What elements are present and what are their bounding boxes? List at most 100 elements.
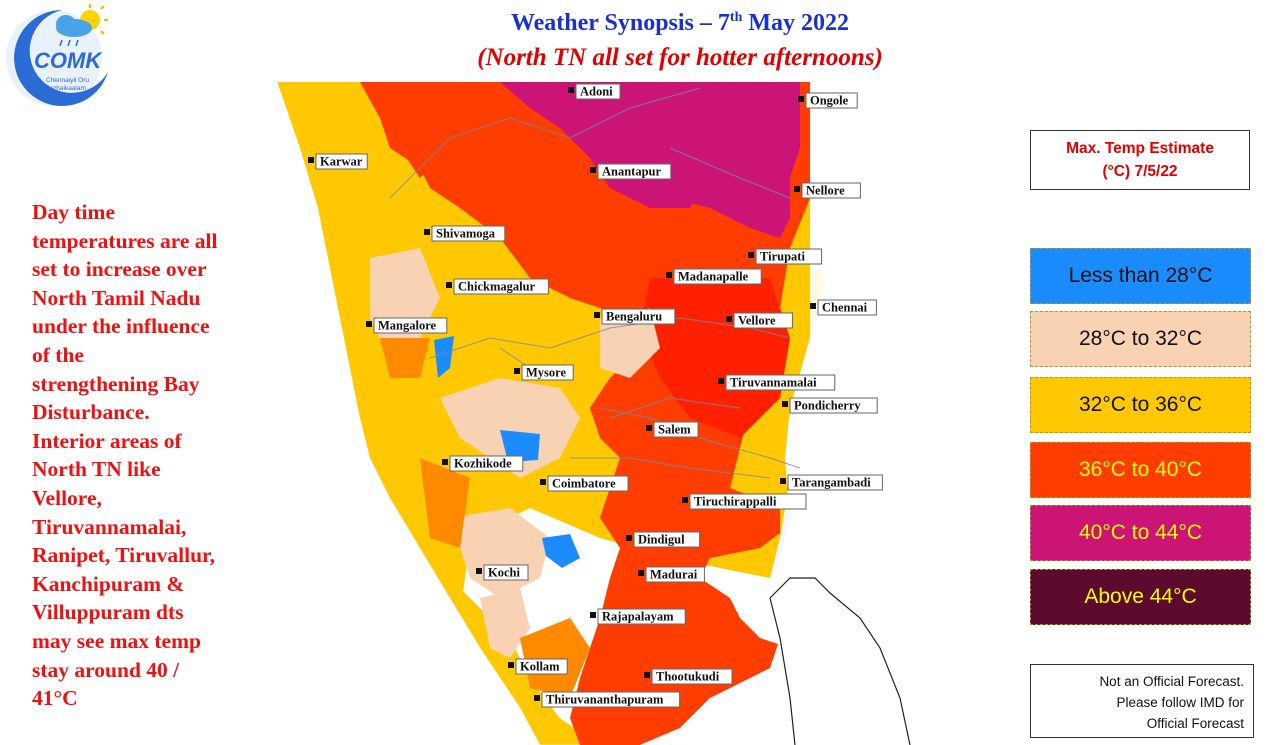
city-label: Madanapalle (678, 270, 749, 284)
city-dot (638, 570, 644, 576)
city-dot (442, 459, 448, 465)
city-label: Mangalore (378, 319, 437, 333)
disclaimer-line1: Not an Official Forecast. (1099, 674, 1244, 689)
legend-item: 28°C to 32°C (1030, 311, 1251, 367)
city-label: Kozhikode (454, 457, 512, 471)
city-marker: Thiruvananthapuram (534, 691, 681, 708)
city-label: Tiruvannamalai (730, 376, 817, 390)
city-label-box (483, 564, 529, 581)
synopsis-line: North Tamil Nadu (32, 285, 201, 310)
city-marker: Adoni (568, 83, 621, 100)
city-label-box (449, 455, 524, 472)
legend-item: 40°C to 44°C (1030, 505, 1251, 561)
city-label-box (541, 691, 681, 708)
city-label-box (689, 493, 807, 510)
city-marker: Madanapalle (666, 268, 762, 285)
city-marker: Kollam (508, 658, 568, 675)
city-dot (366, 321, 372, 327)
city-dot (446, 282, 452, 288)
city-marker: Pondicherry (782, 397, 878, 414)
logo-text: COMK (34, 48, 103, 73)
region-below-28 (434, 336, 454, 378)
city-marker: Karwar (308, 153, 368, 170)
city-label-box (733, 312, 793, 329)
temperature-map: Adoni Ongole Karwar Anantapur Nellore Shivamo… (270, 78, 950, 745)
city-marker: Ongole (798, 92, 858, 109)
city-marker: Bengaluru (594, 308, 676, 325)
city-label-box (725, 374, 836, 391)
city-dot (726, 316, 732, 322)
legend-item: Above 44°C (1030, 569, 1251, 625)
synopsis-text: Day time temperatures are all set to incre… (32, 198, 294, 713)
city-label-box (597, 163, 672, 180)
city-label-box (801, 182, 861, 199)
city-label: Dindigul (638, 533, 685, 547)
city-marker: Shivamoga (424, 225, 506, 242)
city-dot (810, 303, 816, 309)
city-marker: Tarangambadi (780, 474, 883, 491)
synopsis-line: Kanchipuram & (32, 571, 185, 596)
city-marker: Tiruchirappalli (682, 493, 807, 510)
city-marker: Nellore (794, 182, 861, 199)
city-dot (590, 167, 596, 173)
disclaimer-box: Not an Official Forecast. Please follow … (1030, 664, 1254, 738)
legend-title-line2: (°C) 7/5/22 (1102, 163, 1178, 180)
city-marker: Chickmagalur (446, 278, 549, 295)
city-dot (308, 157, 314, 163)
disclaimer-line2: Please follow IMD for (1116, 695, 1244, 710)
city-dot (748, 252, 754, 258)
synopsis-line: under the influence (32, 314, 210, 339)
logo-tagline-1: Chennaiyil Oru (46, 77, 89, 84)
synopsis-line: Tiruvannamalai, (32, 514, 187, 539)
city-marker: Vellore (726, 312, 793, 329)
city-label: Madurai (650, 568, 698, 582)
synopsis-line: temperatures are all (32, 228, 218, 253)
legend-title-line1: Max. Temp Estimate (1066, 140, 1214, 157)
synopsis-line: Disturbance. (32, 400, 150, 425)
city-marker: Dindigul (626, 531, 701, 548)
city-dot (682, 497, 688, 503)
legend-item: 32°C to 36°C (1030, 377, 1251, 433)
synopsis-line: set to increase over (32, 257, 207, 282)
city-marker: Tiruvannamalai (718, 374, 836, 391)
city-label-box (787, 474, 883, 491)
synopsis-line: stay around 40 / (32, 657, 180, 682)
city-label: Thiruvananthapuram (546, 693, 664, 707)
city-label: Salem (658, 423, 691, 437)
city-label: Pondicherry (794, 399, 861, 413)
city-label-box (575, 83, 621, 100)
synopsis-line: may see max temp (32, 628, 201, 653)
city-dot (718, 378, 724, 384)
city-marker: Chennai (810, 299, 877, 316)
city-dot (626, 535, 632, 541)
city-label: Chennai (822, 301, 868, 315)
city-label: Shivamoga (436, 227, 496, 241)
city-label-box (673, 268, 762, 285)
city-marker: Tirupati (748, 248, 823, 265)
page-title: Weather Synopsis – 7th May 2022 (510, 10, 850, 36)
city-label: Kochi (488, 566, 520, 580)
city-label-box (653, 421, 699, 438)
city-label-box (601, 308, 676, 325)
city-dot (666, 272, 672, 278)
city-marker: Thootukudi (644, 668, 733, 685)
city-label-box (651, 668, 733, 685)
city-dot (540, 479, 546, 485)
city-dot (646, 425, 652, 431)
city-label-box (547, 475, 629, 492)
city-marker: Anantapur (590, 163, 672, 180)
city-label: Coimbatore (552, 477, 616, 491)
city-dot (590, 612, 596, 618)
city-label-box (755, 248, 823, 265)
city-label: Adoni (580, 85, 613, 99)
city-label: Mysore (526, 366, 566, 380)
city-dot (514, 368, 520, 374)
city-marker: Coimbatore (540, 475, 629, 492)
sun-cloud-icon (56, 4, 108, 47)
city-label-box (805, 92, 858, 109)
page-subtitle: (North TN all set for hotter afternoons) (477, 44, 883, 71)
city-label: Vellore (738, 314, 776, 328)
city-label-box (431, 225, 506, 242)
city-label: Ongole (810, 94, 849, 108)
city-label: Anantapur (602, 165, 661, 179)
